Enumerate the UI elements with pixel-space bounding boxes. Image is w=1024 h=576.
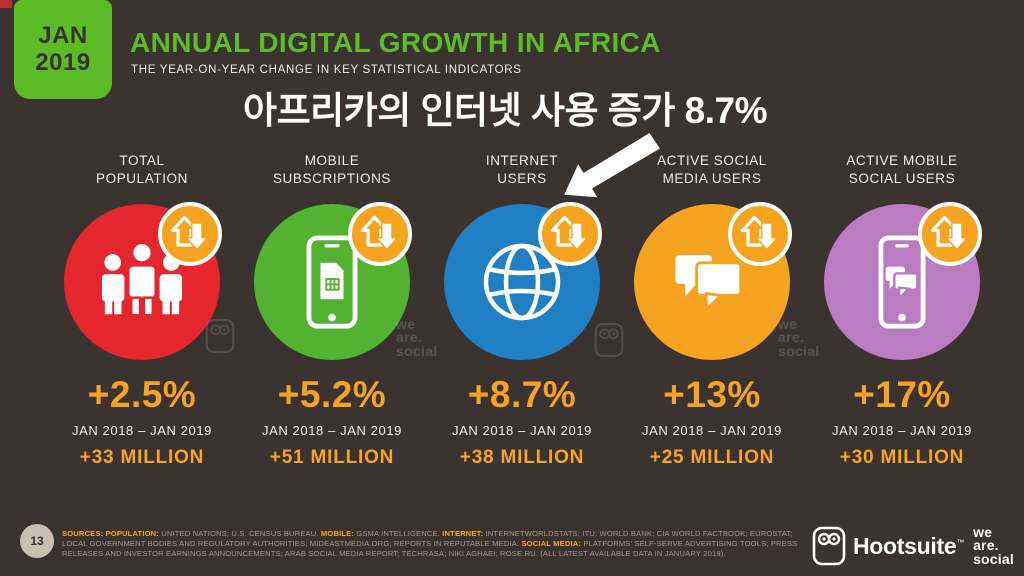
trademark-symbol: ™ [956, 537, 965, 547]
indicator-label: ACTIVE SOCIAL MEDIA USERS [657, 153, 767, 187]
up-down-arrows-icon [170, 215, 209, 251]
growth-badge [158, 202, 222, 266]
sources-line-3: RELEASES AND INVESTOR EARNINGS ANNOUNCEM… [62, 549, 726, 559]
brand-logos: Hootsuite™ we are. social [812, 524, 1014, 567]
absolute-change: +25 MILLION [649, 447, 775, 468]
up-down-arrows-icon [550, 215, 589, 251]
sources-line-2: LOCAL GOVERNMENT BODIES AND REGULATORY A… [62, 539, 798, 549]
active-mobile-social-users-circle [824, 204, 980, 360]
period-label: JAN 2018 – JAN 2019 [831, 423, 973, 438]
indicator-internet-users: INTERNET USERS [427, 152, 617, 469]
growth-badge [348, 202, 412, 266]
hootsuite-wordmark: Hootsuite™ [853, 532, 965, 559]
wearesocial-wordmark: we are. social [973, 524, 1014, 567]
growth-percentage: +5.2% [277, 374, 387, 415]
annotation-arrow-icon [560, 129, 664, 201]
growth-percentage: +17% [853, 374, 951, 415]
page-title: ANNUAL DIGITAL GROWTH IN AFRICA [130, 27, 661, 58]
indicator-label: TOTAL POPULATION [95, 153, 189, 187]
growth-percentage: +8.7% [467, 374, 577, 415]
period-label: JAN 2018 – JAN 2019 [451, 423, 593, 438]
page-number: 13 [30, 534, 44, 548]
indicator-label: INTERNET USERS [485, 153, 559, 187]
indicator-total-population: TOTAL POPULATION +2.5% JAN 20 [47, 152, 237, 469]
watermark-owl-icon [205, 319, 235, 353]
date-badge-year: 2019 [35, 48, 91, 76]
date-badge-month: JAN [38, 21, 88, 49]
indicator-mobile-subscriptions: MOBILE SUBSCRIPTIONS [237, 152, 427, 469]
page-subtitle: THE YEAR-ON-YEAR CHANGE IN KEY STATISTIC… [131, 64, 522, 76]
period-label: JAN 2018 – JAN 2019 [261, 423, 403, 438]
watermark-owl-icon [594, 323, 624, 357]
people-icon [101, 241, 183, 317]
sim-phone-icon [306, 235, 358, 329]
hootsuite-owl-icon [812, 526, 846, 566]
watermark-wearesocial: we are. social [396, 316, 438, 359]
period-label: JAN 2018 – JAN 2019 [641, 423, 783, 438]
korean-headline: 아프리카의 인터넷 사용 증가 8.7% [243, 90, 767, 131]
period-label: JAN 2018 – JAN 2019 [71, 423, 213, 438]
top-left-red-mark [0, 0, 12, 8]
social-phone-icon [878, 235, 926, 329]
growth-percentage: +2.5% [87, 374, 197, 415]
up-down-arrows-icon [360, 215, 399, 251]
absolute-change: +38 MILLION [459, 447, 585, 468]
indicator-label: MOBILE SUBSCRIPTIONS [272, 153, 392, 187]
watermark-wearesocial: we are. social [778, 316, 820, 359]
growth-badge [538, 202, 602, 266]
growth-badge [728, 202, 792, 266]
page-number-badge: 13 [20, 524, 54, 558]
absolute-change: +33 MILLION [79, 447, 205, 468]
up-down-arrows-icon [740, 215, 779, 251]
indicator-columns: TOTAL POPULATION +2.5% JAN 20 [47, 152, 997, 469]
absolute-change: +51 MILLION [269, 447, 395, 468]
growth-badge [918, 202, 982, 266]
sources-line-1: SOURCES: POPULATION: UNITED NATIONS; U.S… [62, 529, 793, 538]
indicator-label: ACTIVE MOBILE SOCIAL USERS [846, 153, 958, 187]
indicator-active-social-media-users: ACTIVE SOCIAL MEDIA USERS +13% JAN 2018 … [617, 152, 807, 469]
date-badge: JAN 2019 [14, 0, 112, 99]
growth-percentage: +13% [663, 374, 761, 415]
indicator-active-mobile-social-users: ACTIVE MOBILE SOCIAL USERS [807, 152, 997, 469]
sources-text: SOURCES: POPULATION: UNITED NATIONS; U.S… [62, 529, 822, 559]
chat-bubbles-icon [675, 255, 743, 314]
absolute-change: +30 MILLION [839, 447, 965, 468]
globe-icon [483, 243, 561, 321]
up-down-arrows-icon [930, 215, 969, 251]
